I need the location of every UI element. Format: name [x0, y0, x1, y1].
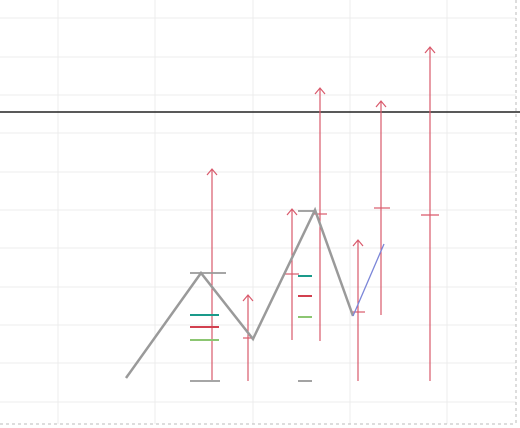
arrow	[285, 208, 299, 340]
arrow	[374, 100, 390, 315]
arrow	[206, 168, 218, 380]
colored-levels	[190, 275, 312, 341]
level-ticks	[190, 210, 315, 382]
zigzag-pattern	[124, 206, 355, 379]
arrow	[351, 239, 365, 381]
arrow	[421, 46, 439, 381]
trend-segment	[352, 243, 385, 317]
